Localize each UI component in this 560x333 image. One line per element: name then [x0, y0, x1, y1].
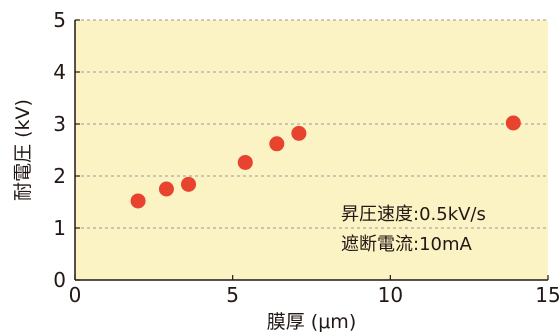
grid-lines: [75, 19, 548, 229]
data-point: [158, 181, 174, 197]
y-tick-label: 3: [53, 112, 66, 136]
y-tick-label: 2: [53, 164, 66, 188]
data-point: [291, 125, 307, 141]
y-axis-label: 耐電圧 (kV): [12, 99, 34, 201]
y-tick-label: 0: [53, 268, 66, 292]
y-tick-label: 4: [53, 60, 66, 84]
data-point: [130, 193, 146, 209]
data-point: [505, 115, 521, 131]
y-tick-labels: 0 1 2 3 4 5: [53, 8, 80, 292]
x-tick-label: 10: [378, 283, 403, 307]
plot-area: [75, 20, 548, 280]
axes: [74, 20, 548, 281]
y-tick-label: 5: [53, 8, 66, 32]
x-axis-label: 膜厚 (μm): [267, 311, 356, 333]
x-tick-label: 0: [69, 283, 82, 307]
annotation-cutoff-current: 遮断電流:10mA: [341, 234, 473, 255]
x-tick-label: 15: [535, 283, 560, 307]
annotation-ramp-rate: 昇圧速度:0.5kV/s: [341, 204, 486, 225]
x-tick-label: 5: [226, 283, 239, 307]
data-point: [269, 136, 285, 152]
data-points: [130, 115, 521, 209]
x-tick-labels: 0 5 10 15: [69, 275, 560, 307]
data-point: [237, 154, 253, 170]
y-tick-label: 1: [53, 216, 66, 240]
data-point: [181, 176, 197, 192]
